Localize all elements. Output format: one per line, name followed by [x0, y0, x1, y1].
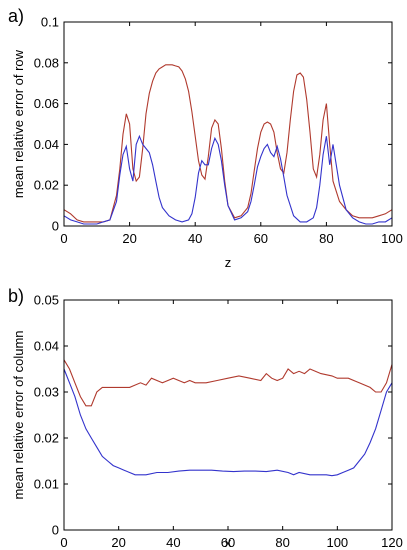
y-tick-label: 0.02 [34, 431, 59, 446]
x-tick-label: 40 [188, 231, 202, 246]
plot-frame [63, 21, 393, 227]
y-axis-label: mean relative error of row [11, 49, 26, 198]
chart-panel-a: 0 20 40 60 80 100 0 0.02 0.04 0.06 0.08 0.1 z mean re… [8, 6, 403, 270]
x-axis-label: x [225, 535, 232, 550]
x-tick-label: 100 [381, 231, 403, 246]
y-axis-label: mean relative error of column [11, 330, 26, 499]
y-tick-label: 0.05 [34, 293, 59, 308]
y-tick-label: 0.04 [34, 339, 59, 354]
x-tick-label: 20 [111, 535, 125, 550]
x-tick-label: 100 [326, 535, 348, 550]
y-tick-label: 0.04 [34, 137, 59, 152]
x-tick-label: 60 [221, 535, 235, 550]
y-tick-label: 0.06 [34, 96, 59, 111]
x-tick-label: 40 [166, 535, 180, 550]
y-tick-label: 0 [52, 523, 59, 538]
y-tick-label: 0.01 [34, 477, 59, 492]
chart-panel-b: 0 20 40 60 80 100 120 0 0.01 0.02 0.03 0.04 0.05 x mea… [8, 286, 403, 550]
x-tick-label: 80 [275, 535, 289, 550]
x-tick-label: 60 [254, 231, 268, 246]
x-tick-label: 0 [60, 231, 67, 246]
y-tick-label: 0.02 [34, 178, 59, 193]
x-tick-label: 80 [319, 231, 333, 246]
plot-frame [63, 299, 393, 531]
x-tick-label: 0 [60, 535, 67, 550]
series-line-2 [63, 368, 393, 477]
y-tick-label: 0.08 [34, 55, 59, 70]
series-line-2 [63, 134, 393, 225]
x-tick-label: 20 [122, 231, 136, 246]
panel-label: b) [8, 286, 24, 306]
x-tick-label: 120 [381, 535, 403, 550]
y-tick-label: 0.03 [34, 385, 59, 400]
y-tick-label: 0.1 [41, 15, 59, 30]
x-axis-label: z [225, 255, 232, 270]
series-line-1 [63, 359, 393, 407]
y-tick-label: 0 [52, 219, 59, 234]
panel-label: a) [8, 6, 24, 26]
